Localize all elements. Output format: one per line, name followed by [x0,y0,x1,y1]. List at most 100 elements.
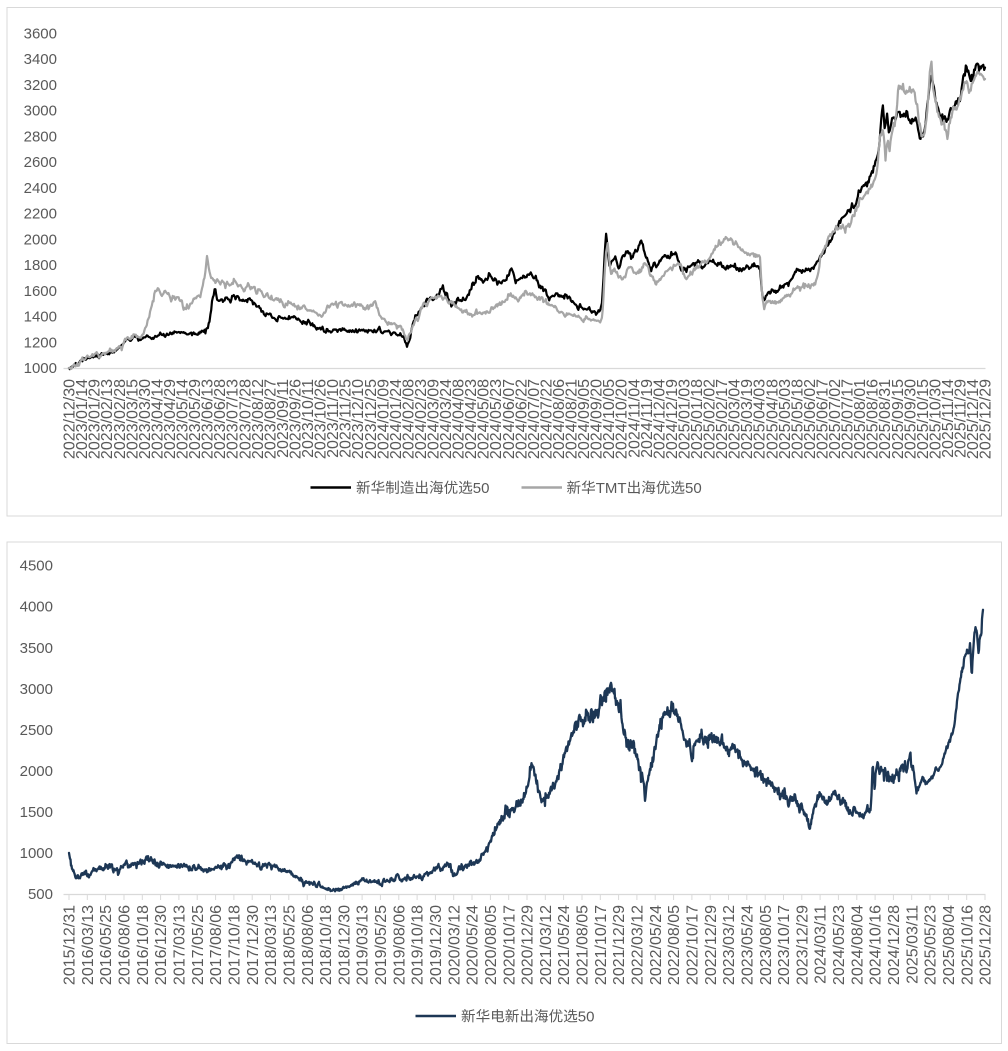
svg-text:50: 50 [685,480,702,497]
svg-text:3500: 3500 [20,640,53,657]
svg-text:2025/10/15: 2025/10/15 [915,379,932,459]
svg-text:2024/01/24: 2024/01/24 [388,379,405,459]
svg-text:2025/11/29: 2025/11/29 [953,379,970,458]
svg-text:2024/09/05: 2024/09/05 [576,379,593,459]
svg-text:2024/08/21: 2024/08/21 [564,379,581,459]
svg-text:2025/08/01: 2025/08/01 [852,379,869,459]
svg-text:1200: 1200 [24,335,57,352]
svg-text:2019/08/06: 2019/08/06 [391,905,408,985]
svg-text:2025/03/19: 2025/03/19 [739,379,756,459]
svg-text:2023/02/13: 2023/02/13 [99,379,116,459]
svg-text:2024/03/11: 2024/03/11 [813,905,830,984]
svg-text:2024/05/23: 2024/05/23 [488,379,505,459]
svg-text:2024/04/23: 2024/04/23 [463,379,480,459]
svg-text:2025/06/17: 2025/06/17 [815,379,832,459]
svg-text:2023/09/11: 2023/09/11 [275,379,292,458]
svg-text:2017/12/30: 2017/12/30 [245,905,262,985]
svg-text:2025/10/16: 2025/10/16 [959,905,976,985]
svg-text:2022/05/24: 2022/05/24 [648,905,665,985]
svg-text:2016/08/06: 2016/08/06 [117,905,134,985]
svg-text:2024/03/09: 2024/03/09 [426,379,443,459]
svg-text:2024/05/08: 2024/05/08 [476,379,493,459]
svg-text:2023/12/29: 2023/12/29 [794,905,811,985]
svg-text:2022/12/29: 2022/12/29 [703,905,720,985]
svg-text:2016/10/18: 2016/10/18 [135,905,152,985]
svg-text:2024/10/05: 2024/10/05 [601,379,618,459]
svg-text:2023/04/29: 2023/04/29 [162,379,179,459]
svg-text:2023/12/10: 2023/12/10 [350,379,367,459]
svg-text:1600: 1600 [24,283,57,300]
svg-text:2025/09/30: 2025/09/30 [902,379,919,459]
svg-text:1000: 1000 [24,360,57,377]
svg-text:2400: 2400 [24,180,57,197]
svg-text:2024/11/19: 2024/11/19 [639,379,656,458]
svg-text:2500: 2500 [20,722,53,739]
svg-text:500: 500 [28,886,53,903]
svg-text:2020/08/05: 2020/08/05 [483,905,500,985]
svg-text:3400: 3400 [24,51,57,68]
svg-text:2025/05/23: 2025/05/23 [923,905,940,985]
svg-text:2023/09/26: 2023/09/26 [288,379,305,459]
svg-text:2025/04/18: 2025/04/18 [764,379,781,459]
svg-text:2024/07/22: 2024/07/22 [538,379,555,459]
svg-text:1000: 1000 [20,845,53,862]
svg-text:2023/03/15: 2023/03/15 [124,379,141,459]
svg-text:2800: 2800 [24,129,57,146]
svg-text:2024/12/04: 2024/12/04 [651,379,668,459]
svg-text:1400: 1400 [24,309,57,326]
svg-text:2021/08/05: 2021/08/05 [575,905,592,985]
svg-text:2023/04/14: 2023/04/14 [149,379,166,459]
svg-text:2600: 2600 [24,154,57,171]
svg-text:2019/12/30: 2019/12/30 [428,905,445,985]
svg-text:3000: 3000 [20,681,53,698]
svg-text:2000: 2000 [20,763,53,780]
svg-text:2024/06/22: 2024/06/22 [513,379,530,459]
svg-text:1800: 1800 [24,257,57,274]
svg-text:2023/11/25: 2023/11/25 [338,379,355,458]
svg-text:2018/03/13: 2018/03/13 [263,905,280,985]
svg-text:2018/12/30: 2018/12/30 [336,905,353,985]
svg-text:2017/10/18: 2017/10/18 [227,905,244,985]
svg-text:2023/01/29: 2023/01/29 [87,379,104,459]
svg-text:2025/12/29: 2025/12/29 [978,379,995,459]
svg-text:2023/08/05: 2023/08/05 [758,905,775,985]
svg-text:2023/10/26: 2023/10/26 [313,379,330,459]
svg-text:4000: 4000 [20,599,53,616]
svg-text:2023/10/17: 2023/10/17 [776,905,793,985]
svg-text:2018/08/06: 2018/08/06 [300,905,317,985]
svg-text:2025/02/17: 2025/02/17 [714,379,731,459]
svg-text:2024/04/08: 2024/04/08 [451,379,468,459]
svg-text:2020/03/12: 2020/03/12 [446,905,463,985]
svg-text:2000: 2000 [24,232,57,249]
svg-text:2025/12/28: 2025/12/28 [978,905,995,985]
svg-text:2021/10/17: 2021/10/17 [593,905,610,985]
svg-text:2020/12/29: 2020/12/29 [520,905,537,985]
svg-text:2023/01/14: 2023/01/14 [74,379,91,459]
svg-text:2025/07/17: 2025/07/17 [840,379,857,459]
svg-text:2019/05/25: 2019/05/25 [373,905,390,985]
svg-text:2025/08/16: 2025/08/16 [865,379,882,459]
svg-text:2019/03/13: 2019/03/13 [355,905,372,985]
svg-text:2022/08/05: 2022/08/05 [666,905,683,985]
svg-text:2024/08/04: 2024/08/04 [849,905,866,985]
svg-text:2025/12/14: 2025/12/14 [965,379,982,459]
svg-text:2023/12/25: 2023/12/25 [363,379,380,459]
svg-text:2025/08/04: 2025/08/04 [941,905,958,985]
svg-text:2024/06/07: 2024/06/07 [501,379,518,459]
svg-text:2024/10/20: 2024/10/20 [614,379,631,459]
svg-text:2022/10/17: 2022/10/17 [685,905,702,985]
svg-text:2025/06/02: 2025/06/02 [802,379,819,459]
svg-text:2022/12/30: 2022/12/30 [62,379,79,459]
svg-text:2023/11/10: 2023/11/10 [325,379,342,458]
svg-text:3000: 3000 [24,103,57,120]
svg-text:4500: 4500 [20,558,53,575]
svg-text:2023/05/29: 2023/05/29 [187,379,204,459]
svg-text:2024/12/19: 2024/12/19 [664,379,681,459]
svg-text:2023/06/28: 2023/06/28 [212,379,229,459]
svg-text:2200: 2200 [24,206,57,223]
svg-text:2017/08/06: 2017/08/06 [208,905,225,985]
svg-text:2025/10/30: 2025/10/30 [927,379,944,459]
svg-text:2024/10/16: 2024/10/16 [868,905,885,985]
svg-text:2021/12/29: 2021/12/29 [611,905,628,985]
svg-text:2025/02/02: 2025/02/02 [702,379,719,459]
